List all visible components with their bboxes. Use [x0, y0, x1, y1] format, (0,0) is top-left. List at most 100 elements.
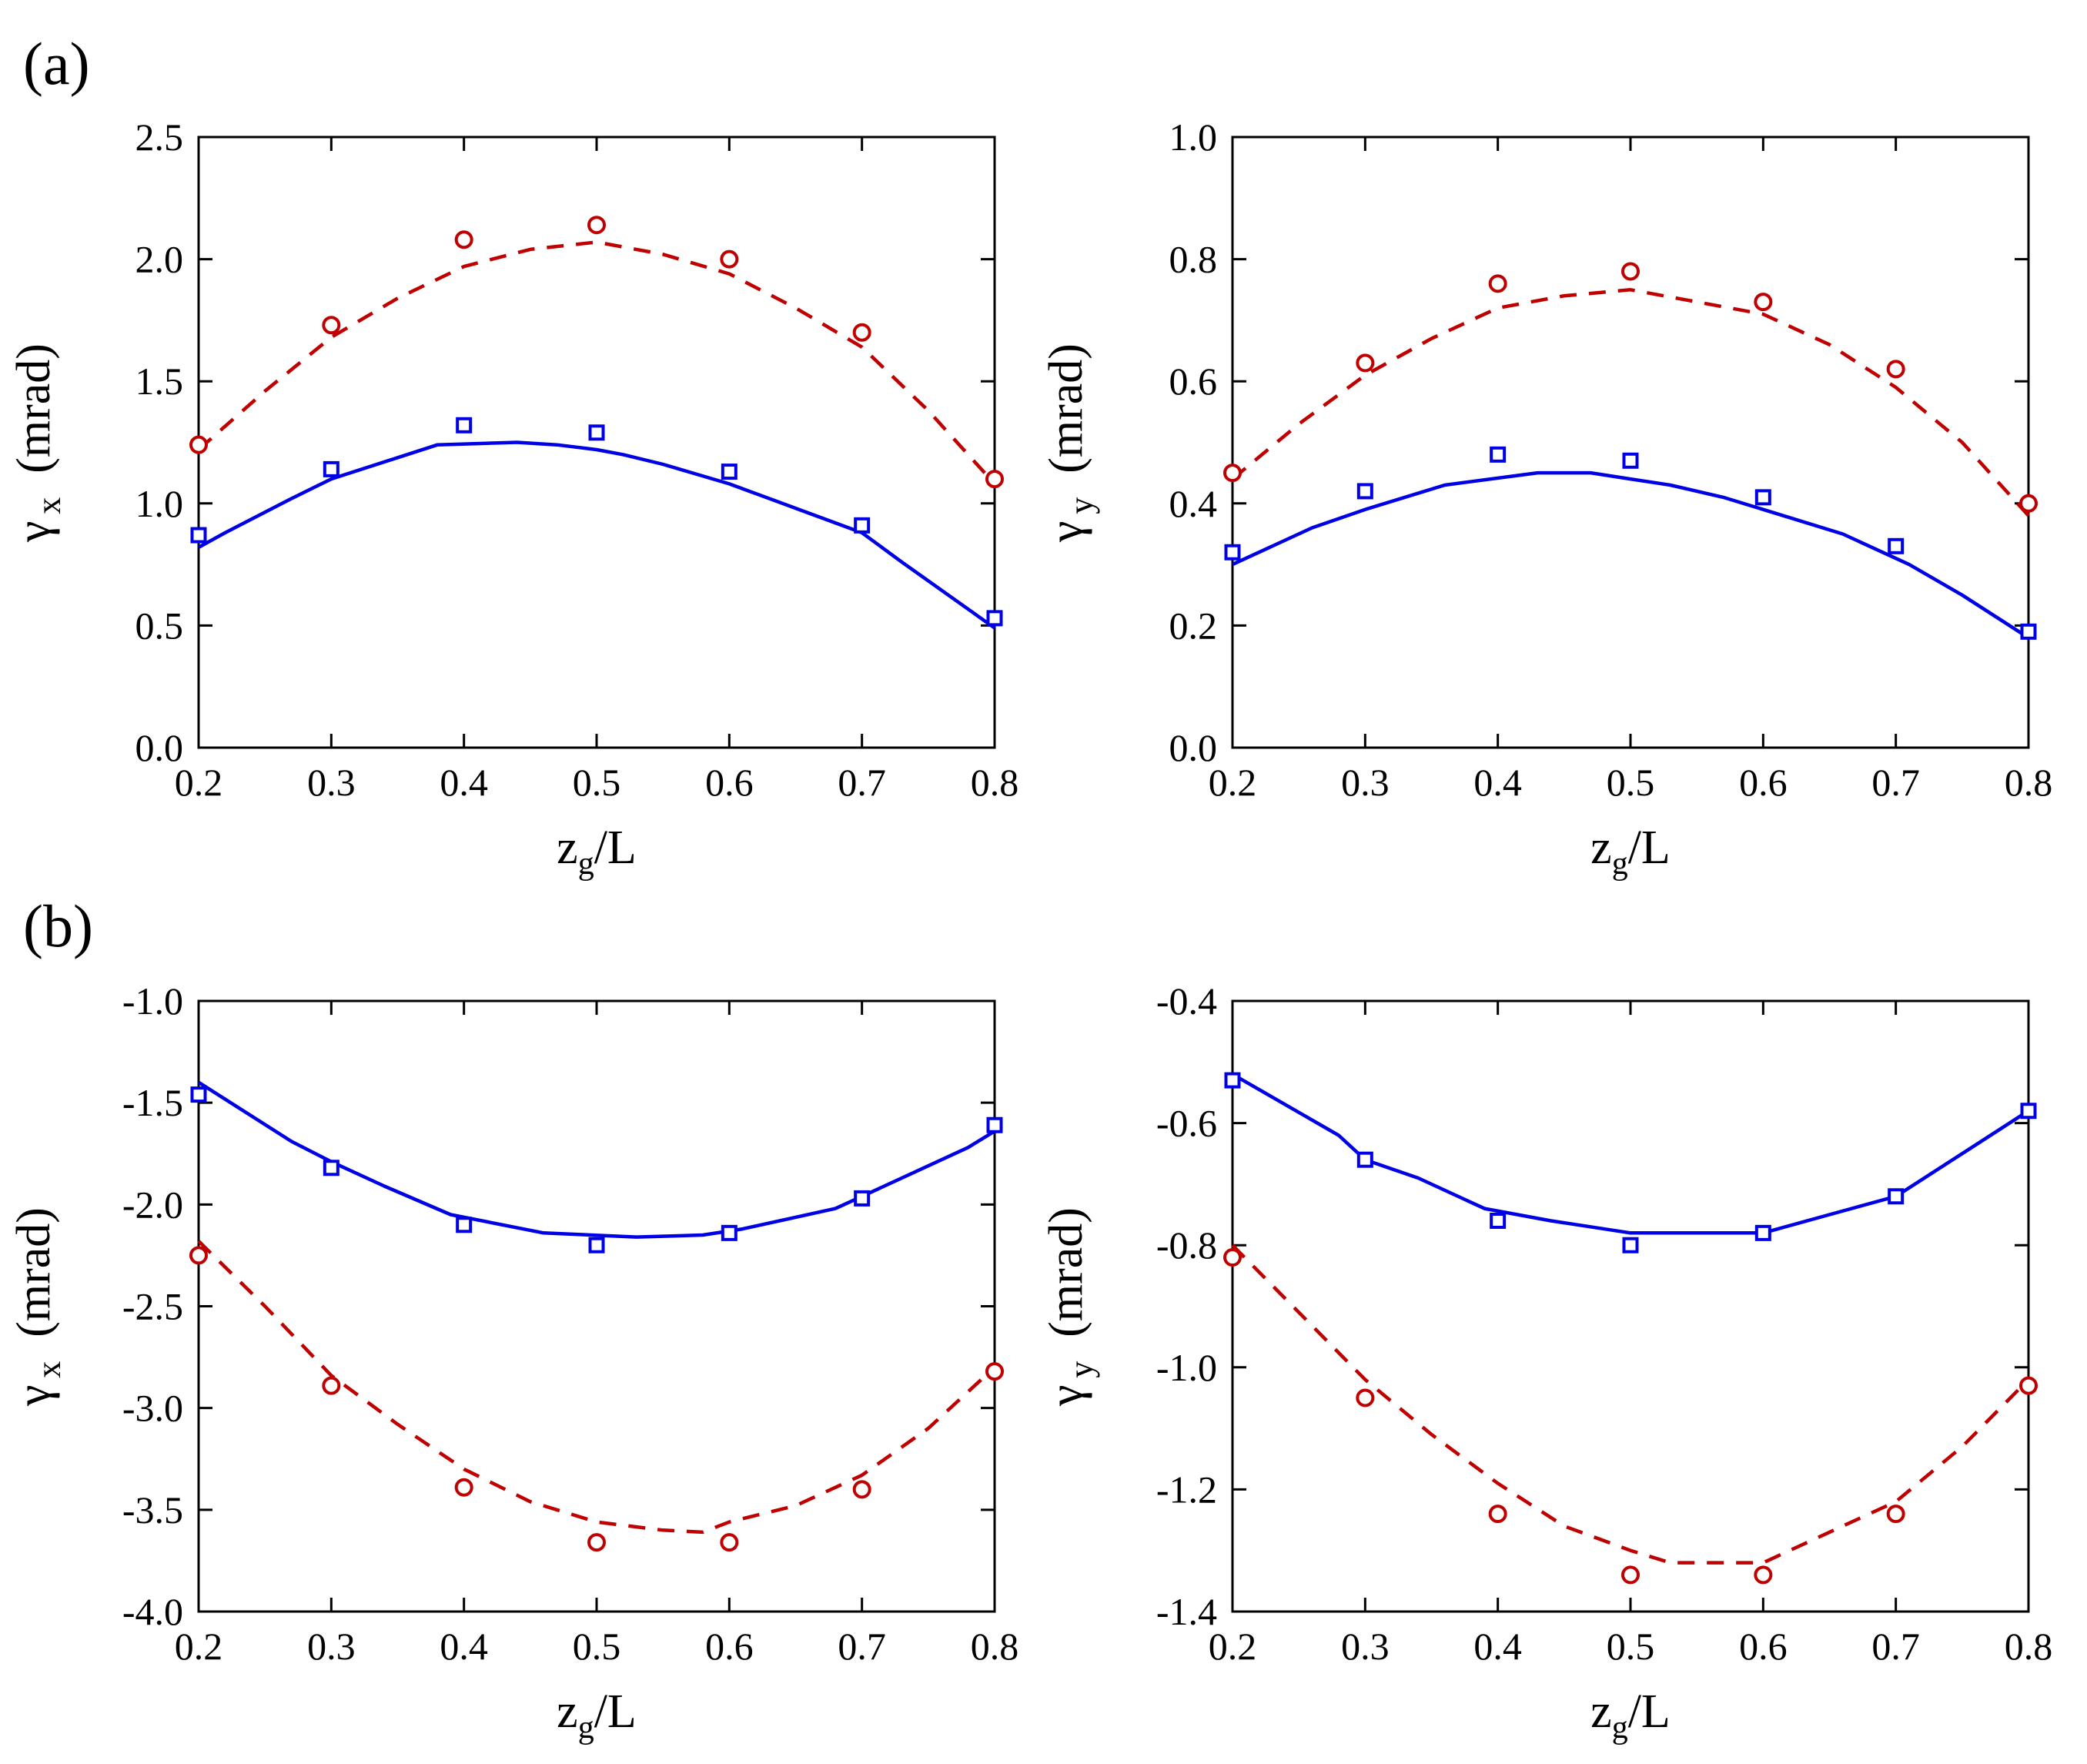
red-circle-marker	[587, 216, 606, 235]
red-circle-marker	[2019, 1376, 2038, 1395]
y-axis-label: γ y (mrad)	[1040, 1207, 1100, 1407]
red-circle-marker	[985, 470, 1004, 489]
red-dashed-line	[1231, 1244, 2030, 1565]
red-dashed-line	[197, 1240, 996, 1535]
red-circle-marker	[454, 230, 473, 249]
x-tick-label: 0.2	[175, 1625, 223, 1668]
x-tick-label: 0.5	[1607, 1625, 1655, 1668]
x-tick-label: 0.7	[838, 761, 886, 804]
y-axis-label: γ x (mrad)	[8, 343, 68, 543]
red-circle-marker	[189, 1246, 208, 1265]
y-tick-label: 0.8	[1169, 238, 1218, 281]
blue-square-marker	[190, 1086, 207, 1103]
red-circle-marker	[1886, 1505, 1905, 1524]
y-tick-label: -1.0	[1156, 1346, 1217, 1389]
x-tick-label: 0.5	[573, 761, 621, 804]
y-tick-label: 2.5	[135, 115, 184, 159]
blue-square-marker	[1754, 489, 1771, 506]
red-circle-marker	[587, 1533, 606, 1552]
y-axis-label: γ x (mrad)	[8, 1207, 68, 1407]
blue-square-marker	[456, 1217, 473, 1233]
red-circle-marker	[1223, 1248, 1242, 1267]
x-tick-label: 0.8	[971, 1625, 1019, 1668]
y-tick-label: -0.6	[1156, 1102, 1217, 1145]
x-tick-label: 0.6	[705, 1625, 754, 1668]
y-tick-label: 0.5	[135, 604, 184, 647]
x-tick-label: 0.2	[1209, 1625, 1257, 1668]
y-tick-label: -1.5	[122, 1081, 183, 1124]
red-dashed-line	[1231, 288, 2030, 517]
blue-square-marker	[721, 1224, 737, 1241]
chart-b-gamma-y: 0.2 0.3 0.4 0.5 0.6 0.7 0.8 -1.4 -1.2 -1.0 -0.8 -0.…	[1040, 979, 2052, 1746]
red-circle-marker	[1488, 1505, 1507, 1524]
y-tick-label: 1.0	[1169, 115, 1218, 159]
red-circle-marker	[1754, 1565, 1773, 1585]
y-tick-label: -4.0	[122, 1590, 183, 1633]
y-tick-label: -0.4	[1156, 979, 1217, 1023]
chart-a-gamma-x: 0.2 0.3 0.4 0.5 0.6 0.7 0.8 0.0 0.5 1.0 1.5 2.0 2.5 z…	[8, 115, 1018, 882]
y-axis-label: γ y (mrad)	[1040, 343, 1100, 543]
y-tick-label: -2.5	[122, 1285, 183, 1328]
blue-square-marker	[854, 1190, 871, 1207]
y-tick-label: 0.6	[1169, 360, 1218, 403]
red-circle-marker	[720, 249, 739, 269]
blue-square-marker	[1622, 1237, 1639, 1254]
red-circle-marker	[1621, 1565, 1640, 1585]
panel-label-b: (b)	[23, 892, 93, 959]
x-axis-label: zg/L	[1590, 1685, 1671, 1746]
y-tick-label: -1.2	[1156, 1468, 1217, 1511]
blue-square-marker	[190, 527, 207, 544]
x-tick-label: 0.2	[1209, 761, 1257, 804]
x-tick-label: 0.4	[440, 1625, 488, 1668]
blue-square-marker	[1622, 452, 1639, 469]
x-tick-label: 0.6	[705, 761, 754, 804]
red-circle-marker	[2019, 494, 2038, 513]
red-circle-marker	[454, 1478, 473, 1497]
y-tick-label: 2.0	[135, 238, 184, 281]
x-axis-label: zg/L	[557, 1685, 637, 1746]
red-circle-marker	[1356, 353, 1375, 373]
blue-square-marker	[1490, 1212, 1507, 1229]
blue-square-marker	[986, 1116, 1003, 1133]
red-dashed-line	[197, 240, 996, 485]
y-tick-label: -3.0	[122, 1387, 183, 1430]
blue-square-marker	[721, 464, 737, 480]
blue-square-marker	[1888, 537, 1905, 554]
blue-square-marker	[323, 1160, 339, 1177]
blue-square-marker	[1356, 483, 1373, 500]
panel-label-a: (a)	[23, 30, 90, 97]
blue-square-marker	[986, 610, 1003, 627]
y-tick-label: 1.0	[135, 482, 184, 525]
red-circle-marker	[720, 1533, 739, 1552]
x-tick-label: 0.3	[1341, 761, 1390, 804]
blue-square-marker	[323, 460, 339, 477]
x-tick-label: 0.7	[1871, 761, 1920, 804]
red-circle-marker	[985, 1362, 1004, 1381]
blue-square-marker	[1224, 544, 1241, 561]
plot-frame	[1231, 999, 2030, 1613]
x-tick-label: 0.4	[440, 761, 488, 804]
x-tick-label: 0.3	[307, 1625, 356, 1668]
blue-square-marker	[588, 424, 605, 441]
blue-square-marker	[1224, 1072, 1241, 1089]
x-tick-label: 0.5	[1607, 761, 1655, 804]
x-axis-label: zg/L	[557, 822, 637, 882]
x-tick-label: 0.8	[2005, 1625, 2053, 1668]
blue-square-marker	[1356, 1151, 1373, 1168]
blue-square-marker	[1754, 1224, 1771, 1241]
red-circle-marker	[189, 435, 208, 454]
red-circle-marker	[1488, 274, 1507, 293]
y-tick-label: 0.0	[1169, 726, 1218, 769]
blue-line	[1232, 470, 2030, 640]
red-circle-marker	[1886, 360, 1905, 379]
blue-square-marker	[456, 417, 473, 433]
y-tick-label: -2.0	[122, 1183, 183, 1226]
chart-b-gamma-x: 0.2 0.3 0.4 0.5 0.6 0.7 0.8 -4.0 -3.5 -3.0 -2.5 -2.…	[8, 979, 1018, 1746]
x-tick-label: 0.2	[175, 761, 223, 804]
x-axis-label: zg/L	[1590, 822, 1671, 882]
red-circle-marker	[322, 316, 341, 335]
y-tick-label: -0.8	[1156, 1223, 1217, 1267]
y-tick-label: 1.5	[135, 360, 184, 403]
x-tick-label: 0.7	[1871, 1625, 1920, 1668]
